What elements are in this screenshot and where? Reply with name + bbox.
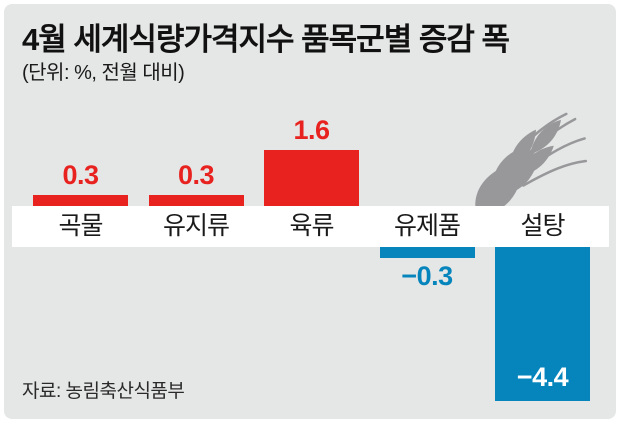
bar-group-dairy: −0.3 유제품 bbox=[379, 4, 475, 419]
bar-value-label: 0.3 bbox=[177, 160, 215, 190]
category-label-oils: 유지류 bbox=[162, 212, 230, 240]
bar-oils bbox=[148, 195, 244, 206]
bar-value-label: −0.3 bbox=[401, 261, 453, 291]
category-label-dairy: 유제품 bbox=[393, 212, 461, 240]
chart-title: 4월 세계식량가격지수 품목군별 증감 폭 bbox=[22, 22, 510, 57]
chart-unit-note: (단위: %, 전월 대비) bbox=[22, 62, 185, 84]
bar-sugar bbox=[495, 247, 590, 401]
bar-group-oils: 0.3 유지류 bbox=[148, 4, 244, 419]
category-label-sugar: 설탕 bbox=[520, 212, 565, 240]
bar-grains bbox=[33, 195, 128, 206]
category-label-grains: 곡물 bbox=[58, 212, 103, 240]
category-axis-band bbox=[12, 206, 609, 247]
bar-group-sugar: −4.4 설탕 bbox=[495, 4, 590, 419]
bar-meat bbox=[264, 150, 359, 206]
chart-panel: 4월 세계식량가격지수 품목군별 증감 폭 (단위: %, 전월 대비) bbox=[4, 4, 616, 419]
bar-dairy bbox=[379, 247, 475, 258]
bar-value-label: −4.4 bbox=[516, 362, 569, 392]
bar-value-label: 1.6 bbox=[293, 115, 330, 145]
bar-group-meat: 1.6 육류 bbox=[264, 4, 359, 419]
bars-area: 0.3 곡물 0.3 유지류 1.6 육류 −0.3 유제품 −4.4 설탕 bbox=[33, 4, 590, 419]
category-label-meat: 육류 bbox=[289, 212, 334, 240]
bar-group-grains: 0.3 곡물 bbox=[33, 4, 128, 419]
bar-value-label: 0.3 bbox=[62, 160, 99, 190]
source-note: 자료: 농림축산식품부 bbox=[22, 381, 185, 402]
